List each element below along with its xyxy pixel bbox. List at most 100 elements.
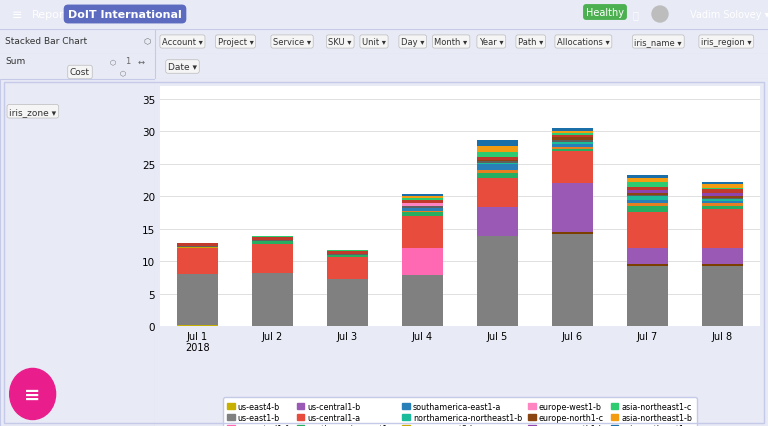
Bar	[177, 247, 218, 248]
Bar	[627, 179, 668, 182]
Bar	[627, 182, 668, 187]
Bar	[627, 267, 668, 326]
Bar	[327, 279, 368, 326]
Legend: us-east4-b, us-east1-b, us-central1-f, us-central1-c, us-central1-b, us-central1: us-east4-b, us-east1-b, us-central1-f, u…	[223, 397, 697, 426]
Bar	[627, 194, 668, 196]
Bar	[252, 244, 293, 273]
Bar	[627, 207, 668, 213]
Bar	[402, 207, 443, 208]
Bar	[552, 129, 593, 132]
Text: Sum: Sum	[5, 58, 25, 66]
Text: iris_zone ▾: iris_zone ▾	[9, 107, 56, 116]
Bar	[702, 199, 743, 201]
Bar	[327, 250, 368, 251]
Bar	[627, 203, 668, 207]
Bar	[552, 133, 593, 135]
Bar	[327, 251, 368, 254]
Bar	[252, 237, 293, 238]
Bar	[177, 243, 218, 247]
Text: ≡: ≡	[12, 9, 22, 21]
Bar	[402, 216, 443, 249]
Text: Project ▾: Project ▾	[217, 38, 253, 47]
Circle shape	[652, 7, 668, 23]
Text: Vadim Solovey ▾: Vadim Solovey ▾	[690, 10, 768, 20]
Bar	[702, 190, 743, 193]
Bar	[252, 242, 293, 244]
Bar	[552, 150, 593, 152]
Bar	[177, 274, 218, 325]
Bar	[477, 208, 518, 237]
Bar	[177, 325, 218, 326]
Bar	[627, 249, 668, 265]
Text: ≡: ≡	[25, 385, 41, 403]
Bar	[402, 197, 443, 199]
Text: Day ▾: Day ▾	[401, 38, 425, 47]
Bar	[477, 178, 518, 208]
Text: SKU ▾: SKU ▾	[329, 38, 352, 47]
Text: 1: 1	[125, 58, 131, 66]
Text: Year ▾: Year ▾	[479, 38, 504, 47]
Bar	[402, 276, 443, 326]
Bar	[402, 249, 443, 276]
Bar	[627, 213, 668, 249]
Bar	[627, 191, 668, 194]
Bar	[627, 265, 668, 267]
Bar	[477, 173, 518, 178]
Bar	[702, 193, 743, 196]
Bar	[177, 249, 218, 274]
Bar	[627, 196, 668, 197]
Bar	[627, 176, 668, 179]
Bar	[327, 255, 368, 257]
Text: iris_region ▾: iris_region ▾	[701, 38, 752, 47]
Bar	[402, 208, 443, 211]
Text: Path ▾: Path ▾	[518, 38, 544, 47]
Text: Date ▾: Date ▾	[168, 63, 197, 72]
Bar	[702, 265, 743, 267]
Bar	[702, 185, 743, 188]
Text: ⬡: ⬡	[110, 59, 116, 65]
Bar	[402, 213, 443, 216]
Text: Cost: Cost	[70, 68, 90, 77]
Bar	[477, 147, 518, 152]
Bar	[552, 132, 593, 133]
Text: Month ▾: Month ▾	[435, 38, 468, 47]
Bar	[552, 144, 593, 148]
Bar	[402, 211, 443, 213]
Bar	[552, 141, 593, 142]
Bar	[477, 165, 518, 170]
Bar	[477, 157, 518, 161]
Bar	[552, 234, 593, 326]
Text: Healthy: Healthy	[586, 8, 624, 18]
Bar	[327, 257, 368, 279]
Bar	[627, 197, 668, 200]
Bar	[552, 137, 593, 141]
Bar	[702, 203, 743, 207]
Bar	[552, 184, 593, 233]
Bar	[627, 200, 668, 203]
Text: iris_name ▾: iris_name ▾	[634, 38, 682, 47]
Bar	[252, 238, 293, 241]
Bar	[702, 182, 743, 185]
Text: ⬡: ⬡	[143, 37, 151, 46]
Bar	[402, 194, 443, 197]
Bar	[702, 196, 743, 199]
Bar	[477, 152, 518, 157]
Text: ⬡: ⬡	[120, 70, 126, 76]
Bar	[702, 249, 743, 265]
Bar	[177, 248, 218, 249]
Text: Allocations ▾: Allocations ▾	[557, 38, 610, 47]
Bar	[702, 210, 743, 249]
Bar	[402, 204, 443, 207]
Bar	[552, 148, 593, 150]
Text: Account ▾: Account ▾	[162, 38, 203, 47]
Text: Stacked Bar Chart: Stacked Bar Chart	[5, 37, 87, 46]
Bar	[477, 141, 518, 147]
Bar	[702, 267, 743, 326]
Text: Reports: Reports	[32, 10, 74, 20]
Bar	[402, 201, 443, 204]
Bar	[327, 254, 368, 255]
Bar	[402, 199, 443, 201]
Text: Service ▾: Service ▾	[273, 38, 311, 47]
Bar	[552, 233, 593, 234]
Bar	[627, 187, 668, 191]
